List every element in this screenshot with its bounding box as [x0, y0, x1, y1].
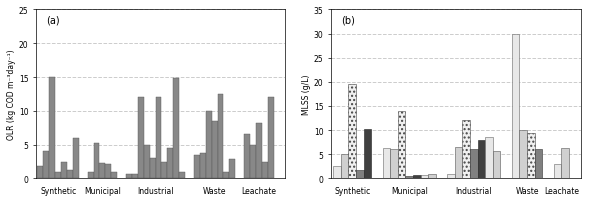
Bar	[138, 98, 144, 179]
Bar	[447, 174, 455, 179]
Bar	[348, 85, 356, 179]
Bar	[155, 98, 161, 179]
Bar	[229, 160, 235, 179]
Bar	[561, 149, 569, 179]
Bar	[55, 172, 61, 179]
Bar	[455, 147, 462, 179]
Bar	[44, 152, 49, 179]
Bar	[341, 155, 348, 179]
Bar	[478, 140, 485, 179]
Bar	[485, 138, 493, 179]
Bar	[167, 148, 173, 179]
Bar	[356, 170, 363, 179]
Bar	[217, 95, 223, 179]
Bar	[250, 145, 256, 179]
Bar	[111, 173, 117, 179]
Bar	[94, 144, 100, 179]
Bar	[161, 162, 167, 179]
Bar	[100, 163, 105, 179]
Y-axis label: OLR (kg COD m⁻³day⁻¹): OLR (kg COD m⁻³day⁻¹)	[7, 49, 16, 140]
Bar	[223, 172, 229, 179]
Bar	[150, 158, 155, 179]
Bar	[61, 162, 67, 179]
Bar	[462, 121, 470, 179]
Bar	[200, 153, 206, 179]
Text: (a): (a)	[46, 15, 59, 25]
Bar	[105, 164, 111, 179]
Bar	[421, 175, 428, 179]
Bar	[493, 151, 501, 179]
Bar	[405, 176, 413, 179]
Bar	[173, 79, 179, 179]
Bar	[67, 170, 73, 179]
Bar	[390, 150, 398, 179]
Bar	[88, 172, 94, 179]
Bar	[179, 173, 185, 179]
Bar	[363, 129, 371, 179]
Bar	[428, 174, 436, 179]
Y-axis label: MLSS (g/L): MLSS (g/L)	[302, 74, 311, 115]
Bar	[470, 150, 478, 179]
Bar	[268, 98, 274, 179]
Bar	[194, 155, 200, 179]
Bar	[206, 111, 211, 179]
Bar	[535, 150, 542, 179]
Bar	[126, 175, 132, 179]
Bar	[527, 133, 535, 179]
Bar	[244, 135, 250, 179]
Bar	[144, 145, 150, 179]
Bar	[519, 130, 527, 179]
Bar	[38, 166, 44, 179]
Text: (b): (b)	[341, 15, 355, 25]
Bar	[398, 111, 405, 179]
Bar	[211, 121, 217, 179]
Bar	[512, 34, 519, 179]
Bar	[383, 149, 390, 179]
Bar	[262, 162, 268, 179]
Bar	[132, 174, 138, 179]
Bar	[413, 175, 421, 179]
Bar	[73, 138, 79, 179]
Bar	[333, 166, 341, 179]
Bar	[256, 123, 262, 179]
Bar	[49, 78, 55, 179]
Bar	[554, 164, 561, 179]
